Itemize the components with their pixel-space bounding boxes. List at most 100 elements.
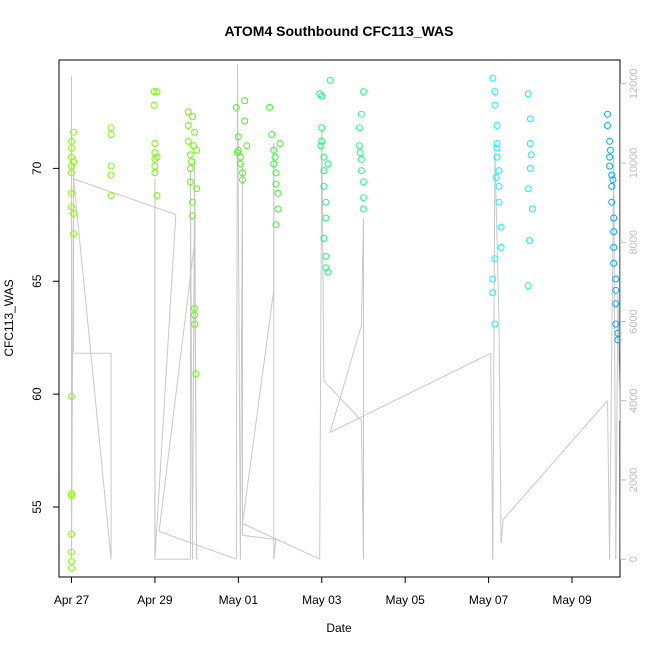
- data-point: [191, 320, 199, 328]
- data-point: [355, 142, 363, 150]
- data-point: [68, 162, 75, 170]
- data-point: [107, 192, 115, 199]
- data-point: [320, 153, 328, 161]
- data-point: [153, 153, 161, 161]
- data-point: [326, 76, 334, 84]
- data-point: [493, 153, 501, 161]
- data-point: [318, 137, 326, 145]
- data-point: [609, 176, 617, 184]
- right-y-tick-label: 2000: [628, 468, 640, 492]
- data-point: [243, 142, 251, 150]
- data-point: [150, 101, 158, 109]
- data-point: [497, 243, 505, 251]
- data-point: [70, 128, 78, 136]
- data-point: [191, 304, 199, 312]
- data-point: [489, 275, 497, 283]
- data-point: [495, 198, 503, 206]
- data-point: [107, 124, 115, 132]
- altitude-segment: [498, 321, 502, 544]
- data-point: [266, 103, 274, 111]
- data-points-layer: [68, 74, 622, 572]
- x-tick-label: May 07: [469, 593, 509, 607]
- data-point: [186, 164, 194, 172]
- data-point: [189, 198, 196, 206]
- data-point: [272, 180, 280, 188]
- right-y-tick-label: 0: [628, 556, 640, 562]
- data-point: [68, 548, 75, 556]
- altitude-segment: [73, 178, 112, 560]
- data-point: [360, 194, 367, 202]
- data-point: [268, 131, 276, 138]
- data-point: [188, 158, 196, 166]
- data-point: [189, 212, 196, 220]
- data-point: [270, 146, 278, 154]
- data-point: [107, 162, 115, 170]
- altitude-segment: [242, 523, 320, 560]
- data-point: [184, 122, 192, 129]
- altitude-segment: [613, 155, 617, 560]
- data-point: [68, 189, 75, 197]
- data-point: [232, 103, 240, 111]
- data-point: [151, 140, 159, 147]
- data-point: [68, 392, 75, 400]
- altitude-segment: [607, 400, 611, 560]
- altitude-segment: [329, 352, 491, 433]
- data-point: [489, 74, 497, 82]
- data-point: [184, 108, 192, 116]
- altitude-segment: [323, 380, 362, 421]
- altitude-segment: [242, 289, 275, 524]
- altitude-segment: [73, 178, 176, 215]
- data-point: [150, 88, 158, 96]
- data-point: [317, 142, 325, 150]
- data-point: [318, 92, 326, 100]
- x-tick-label: May 05: [386, 593, 426, 607]
- data-point: [324, 268, 332, 276]
- data-point: [151, 169, 159, 177]
- data-point: [606, 153, 614, 161]
- data-point: [193, 146, 201, 154]
- data-point: [107, 131, 115, 138]
- altitude-segment: [158, 530, 237, 560]
- x-axis-label: Date: [326, 621, 352, 635]
- data-point: [239, 169, 246, 177]
- data-point: [495, 167, 503, 175]
- data-point: [151, 155, 159, 163]
- data-point: [241, 117, 249, 125]
- altitude-segment: [490, 353, 494, 560]
- data-point: [608, 171, 616, 179]
- data-point: [491, 320, 499, 328]
- data-point: [612, 300, 620, 308]
- data-point: [497, 223, 505, 231]
- data-point: [234, 149, 241, 157]
- data-point: [357, 155, 365, 163]
- data-point: [360, 178, 367, 186]
- data-point: [70, 210, 78, 217]
- altitude-segment: [502, 400, 608, 520]
- data-point: [192, 370, 200, 378]
- altitude-segment: [360, 218, 364, 326]
- altitude-segment: [329, 325, 362, 433]
- data-point: [68, 492, 75, 500]
- data-point: [184, 137, 192, 145]
- data-point: [526, 140, 534, 147]
- data-point: [612, 275, 620, 283]
- x-axis: Apr 27 Apr 29 May 01 May 03 May 05 May 07 May …: [54, 576, 592, 607]
- data-point: [356, 149, 364, 157]
- data-point: [68, 530, 75, 538]
- data-point: [68, 169, 75, 177]
- right-y-axis: 0 2000 4000 6000 8000 10000 12000: [620, 68, 640, 562]
- data-point: [493, 140, 501, 147]
- data-point: [320, 167, 328, 175]
- data-point: [68, 557, 75, 565]
- data-point: [189, 142, 197, 150]
- x-tick-label: May 03: [302, 593, 342, 607]
- data-point: [107, 171, 115, 179]
- right-y-tick-label: 4000: [628, 388, 640, 412]
- x-tick-label: Apr 27: [54, 593, 90, 607]
- data-point: [524, 90, 532, 98]
- data-point: [68, 144, 75, 152]
- altitude-segment: [617, 293, 621, 421]
- data-point: [153, 192, 161, 199]
- data-point: [151, 162, 159, 170]
